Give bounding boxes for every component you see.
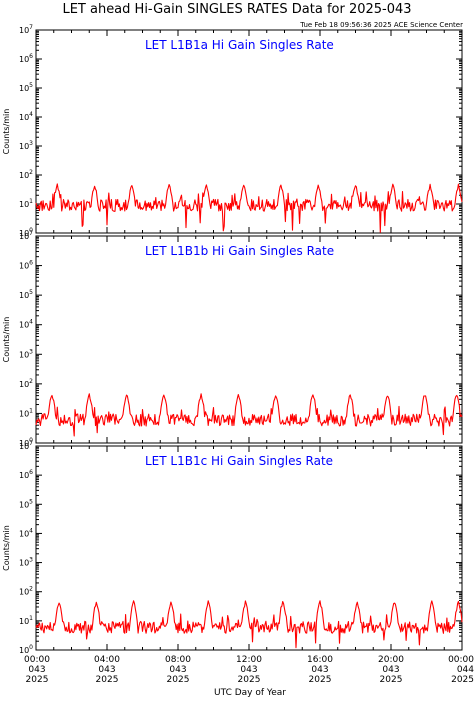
y-tick-exponent: 5: [29, 82, 33, 89]
y-tick-exponent: 4: [29, 111, 33, 118]
x-tick-label: 043: [169, 665, 186, 675]
y-tick-exponent: 2: [29, 169, 33, 176]
y-tick-exponent: 4: [29, 527, 33, 534]
y-axis-label: Counts/min: [2, 317, 11, 363]
series-line: [35, 600, 463, 649]
x-tick-label: 12:00: [236, 655, 262, 665]
x-tick-label: 043: [382, 665, 399, 675]
x-tick-labels: 00:00043202504:00043202508:00043202512:0…: [24, 655, 474, 685]
y-tick-exponent: 5: [29, 498, 33, 505]
x-tick-label: 00:00: [24, 655, 50, 665]
x-tick-label: 2025: [26, 675, 49, 685]
y-tick-label: 105: [19, 289, 33, 300]
x-tick-label: 043: [98, 665, 115, 675]
y-tick-label: 104: [19, 527, 33, 538]
y-tick-label: 106: [19, 53, 33, 64]
x-tick-label: 2025: [167, 675, 190, 685]
y-tick-label: 101: [19, 198, 33, 209]
y-tick-label: 103: [19, 348, 33, 359]
y-tick-exponent: 3: [29, 557, 33, 564]
y-tick-exponent: 1: [29, 407, 33, 414]
timestamp: Tue Feb 18 09:56:36 2025 ACE Science Cen…: [299, 21, 463, 29]
y-tick-label: 102: [19, 378, 33, 389]
x-tick-label: 2025: [451, 675, 474, 685]
y-tick-exponent: 0: [29, 227, 33, 234]
y-tick-exponent: 6: [29, 260, 33, 267]
y-tick-label: 103: [19, 557, 33, 568]
y-tick-label: 100: [19, 227, 33, 238]
y-tick-exponent: 6: [29, 469, 33, 476]
y-tick-label: 102: [19, 586, 33, 597]
y-axis-label: Counts/min: [2, 109, 11, 155]
y-tick-label: 106: [19, 469, 33, 480]
x-tick-label: 16:00: [307, 655, 333, 665]
x-tick-label: 20:00: [378, 655, 404, 665]
y-tick-exponent: 2: [29, 378, 33, 385]
y-tick-label: 105: [19, 498, 33, 509]
y-tick-exponent: 0: [29, 437, 33, 444]
y-tick-label: 105: [19, 82, 33, 93]
y-axis-label: Counts/min: [2, 525, 11, 571]
x-tick-label: 2025: [96, 675, 119, 685]
y-tick-exponent: 7: [29, 24, 33, 31]
y-tick-exponent: 2: [29, 586, 33, 593]
y-tick-label: 107: [19, 440, 33, 451]
x-tick-label: 043: [28, 665, 45, 675]
x-axis-label: UTC Day of Year: [214, 688, 286, 698]
plot-frame: [35, 235, 463, 444]
y-tick-label: 106: [19, 260, 33, 271]
x-tick-label: 2025: [309, 675, 332, 685]
y-tick-exponent: 7: [29, 230, 33, 237]
x-tick-label: 2025: [238, 675, 261, 685]
y-tick-label: 102: [19, 169, 33, 180]
y-tick-exponent: 0: [29, 644, 33, 651]
panel-title: LET L1B1b Hi Gain Singles Rate: [145, 244, 334, 258]
y-tick-exponent: 3: [29, 140, 33, 147]
y-tick-label: 104: [19, 319, 33, 330]
panel-title: LET L1B1a Hi Gain Singles Rate: [145, 38, 334, 52]
y-tick-label: 100: [19, 644, 33, 655]
series-line: [35, 183, 463, 233]
series-line: [35, 393, 463, 437]
y-tick-exponent: 1: [29, 615, 33, 622]
x-tick-label: 04:00: [94, 655, 120, 665]
y-tick-exponent: 3: [29, 348, 33, 355]
figure-title: LET ahead Hi-Gain SINGLES RATES Data for…: [62, 2, 411, 17]
panel-title: LET L1B1c Hi Gain Singles Rate: [145, 454, 333, 468]
y-tick-label: 104: [19, 111, 33, 122]
y-tick-exponent: 1: [29, 198, 33, 205]
y-tick-label: 100: [19, 437, 33, 448]
y-tick-label: 103: [19, 140, 33, 151]
y-tick-label: 107: [19, 24, 33, 35]
y-tick-label: 107: [19, 230, 33, 241]
y-tick-exponent: 5: [29, 289, 33, 296]
x-tick-label: 2025: [380, 675, 403, 685]
y-tick-label: 101: [19, 407, 33, 418]
x-tick-label: 08:00: [165, 655, 191, 665]
y-tick-label: 101: [19, 615, 33, 626]
y-tick-exponent: 7: [29, 440, 33, 447]
x-tick-label: 043: [240, 665, 257, 675]
x-tick-label: 00:00: [448, 655, 474, 665]
y-tick-exponent: 6: [29, 53, 33, 60]
x-tick-label: 044: [457, 665, 474, 675]
x-tick-label: 043: [311, 665, 328, 675]
y-tick-exponent: 4: [29, 319, 33, 326]
